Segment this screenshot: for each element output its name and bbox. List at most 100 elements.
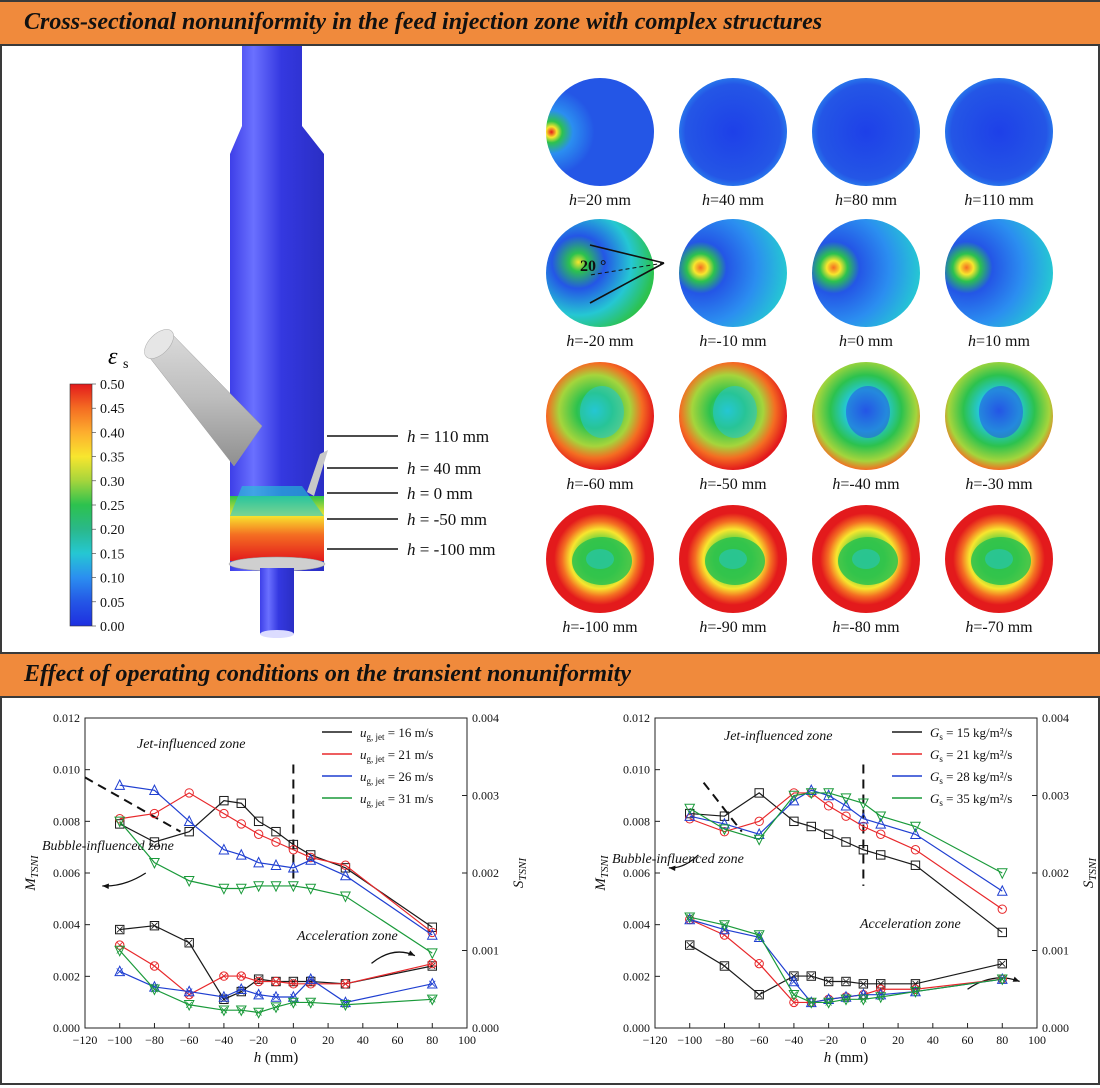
contour-core: [985, 549, 1013, 569]
x-tick-label: 80: [426, 1033, 438, 1047]
data-point-std: [305, 997, 317, 1009]
data-point-mean: [997, 927, 1007, 938]
contour-disc: [812, 219, 920, 327]
data-point-mean: [823, 801, 834, 811]
series-line-mean: [119, 800, 433, 928]
series-line-std: [119, 944, 433, 996]
colorbar-tick-label: 0.15: [100, 547, 125, 562]
x-tick-label: 20: [322, 1033, 334, 1047]
contour-label: h=-10 mm: [699, 333, 767, 350]
colorbar-tick-label: 0.25: [100, 499, 125, 514]
data-point-std: [754, 958, 764, 969]
series-line-mean: [689, 792, 1003, 933]
data-point-mean: [184, 826, 194, 837]
contour-label: h=110 mm: [964, 192, 1034, 209]
data-point-std: [685, 940, 695, 950]
contour-disc: [679, 219, 787, 327]
data-point-mean: [288, 845, 299, 855]
data-point-std: [235, 982, 247, 994]
line-chart-1: −120 −100 −80 −60 −40 −20 0 20 40 60 80 1000.0000.0…: [23, 711, 529, 1066]
data-point-std: [148, 984, 160, 996]
data-point-std: [806, 971, 816, 981]
data-point-std: [270, 1002, 282, 1014]
reactor-model: [144, 40, 328, 638]
y-left-axis-title: MTSNI: [23, 854, 41, 891]
data-point-std: [115, 924, 125, 935]
data-point-mean: [271, 837, 281, 847]
y-left-tick-label: 0.012: [53, 711, 80, 725]
x-axis-title: h (mm): [254, 1050, 299, 1066]
zone-arrow-head: [407, 950, 415, 956]
data-point-mean: [306, 852, 316, 863]
data-point-std: [115, 940, 125, 950]
data-point-mean: [236, 819, 246, 829]
data-point-std: [218, 1005, 230, 1017]
zone-annotation: Jet-influenced zone: [724, 729, 832, 744]
x-tick-label: −20: [249, 1033, 268, 1047]
data-point-mean: [271, 826, 281, 837]
data-point-mean: [823, 789, 835, 801]
colorbar-tick-label: 0.45: [100, 402, 125, 417]
legend-label: ug, jet = 21 m/s: [360, 747, 433, 764]
contour-core: [979, 386, 1023, 438]
contour-label: h=-70 mm: [965, 619, 1033, 636]
data-point-mean: [253, 816, 264, 827]
legend-label: Gs = 28 kg/m²/s: [930, 769, 1012, 786]
section-banner-top: Cross-sectional nonuniformity in the fee…: [0, 0, 1100, 46]
data-point-mean: [806, 821, 816, 832]
series-line-mean: [689, 789, 1003, 892]
contour-core: [586, 549, 614, 569]
series-line-mean: [689, 792, 1003, 910]
contour-core: [852, 549, 880, 569]
x-tick-label: 0: [290, 1033, 296, 1047]
data-point-mean: [685, 808, 695, 819]
data-point-std: [719, 961, 730, 971]
legend: Gs = 15 kg/m²/s Gs = 21 kg/m²/s Gs = 28 kg…: [892, 725, 1012, 808]
data-point-std: [340, 979, 351, 989]
data-point-mean: [219, 795, 229, 806]
data-point-mean: [875, 817, 887, 829]
x-tick-label: 80: [996, 1033, 1008, 1047]
contour-label: h=-40 mm: [832, 476, 900, 493]
contour-disc: [945, 78, 1053, 186]
data-point-mean: [339, 869, 351, 881]
data-point-mean: [996, 868, 1008, 880]
data-point-std: [287, 997, 299, 1009]
data-point-mean: [339, 891, 351, 903]
x-tick-label: −20: [819, 1033, 838, 1047]
data-point-std: [149, 961, 160, 971]
data-point-mean: [858, 821, 869, 832]
x-tick-label: −60: [180, 1033, 199, 1047]
data-point-std: [183, 1000, 195, 1012]
contour-label: h=-100 mm: [562, 619, 638, 636]
data-point-mean: [235, 848, 247, 860]
contour-core: [580, 386, 624, 438]
line-chart-2: −120 −100 −80 −60 −40 −20 0 20 40 60 80 1000.0000.0…: [593, 711, 1099, 1066]
data-point-mean: [840, 799, 852, 811]
y-right-tick-label: 0.001: [1042, 944, 1069, 958]
y-left-tick-label: 0.012: [623, 711, 650, 725]
data-point-mean: [148, 784, 160, 796]
data-point-mean: [306, 850, 316, 860]
cross-section-figure: h = 110 mm h = 40 mm h = 0 mm h = -50 mm h =…: [69, 40, 1053, 638]
data-point-std: [183, 985, 195, 997]
zone-annotation: Jet-influenced zone: [137, 737, 245, 752]
data-point-std: [218, 990, 230, 1002]
data-point-std: [427, 958, 437, 969]
colorbar-tick-label: 0.20: [100, 523, 125, 538]
data-point-mean: [841, 811, 851, 821]
data-point-mean: [287, 881, 299, 893]
level-label: h = 0 mm: [407, 484, 473, 503]
level-label: h = -50 mm: [407, 510, 487, 529]
contour-label: h=-50 mm: [699, 476, 767, 493]
y-right-tick-label: 0.003: [472, 789, 499, 803]
section-banner-bottom: Effect of operating conditions on the tr…: [0, 652, 1100, 698]
data-point-std: [823, 997, 835, 1009]
contour-label: h=0 mm: [839, 333, 893, 350]
data-point-mean: [858, 845, 869, 855]
data-point-mean: [287, 861, 299, 873]
series-1: [685, 788, 1007, 1000]
contour-label: h=40 mm: [702, 192, 764, 209]
x-tick-label: 60: [962, 1033, 974, 1047]
data-point-std: [288, 979, 299, 989]
